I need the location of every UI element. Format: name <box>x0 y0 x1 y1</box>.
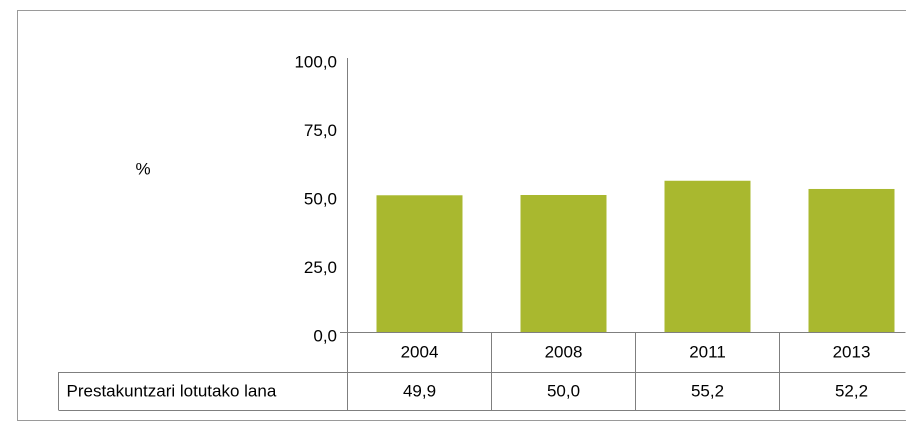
y-tick-label: 75,0 <box>304 121 337 140</box>
bar <box>664 180 751 332</box>
y-tick-label: 100,0 <box>294 52 337 71</box>
bar <box>520 195 607 332</box>
y-tick-label: 0,0 <box>313 326 337 345</box>
bar <box>376 195 463 332</box>
y-tick-label: 25,0 <box>304 258 337 277</box>
series-name: Prestakuntzari lotutako lana <box>67 381 277 400</box>
chart-border <box>17 10 906 421</box>
x-tick-label: 2011 <box>689 342 726 361</box>
value-label: 50,0 <box>547 381 580 400</box>
bar <box>808 188 895 332</box>
y-axis-label: % <box>135 159 150 178</box>
x-tick-label: 2004 <box>401 342 439 361</box>
value-label: 55,2 <box>691 381 724 400</box>
x-tick-label: 2013 <box>833 342 871 361</box>
value-label: 52,2 <box>835 381 868 400</box>
x-tick-label: 2008 <box>545 342 583 361</box>
y-tick-label: 50,0 <box>304 189 337 208</box>
value-label: 49,9 <box>403 381 436 400</box>
